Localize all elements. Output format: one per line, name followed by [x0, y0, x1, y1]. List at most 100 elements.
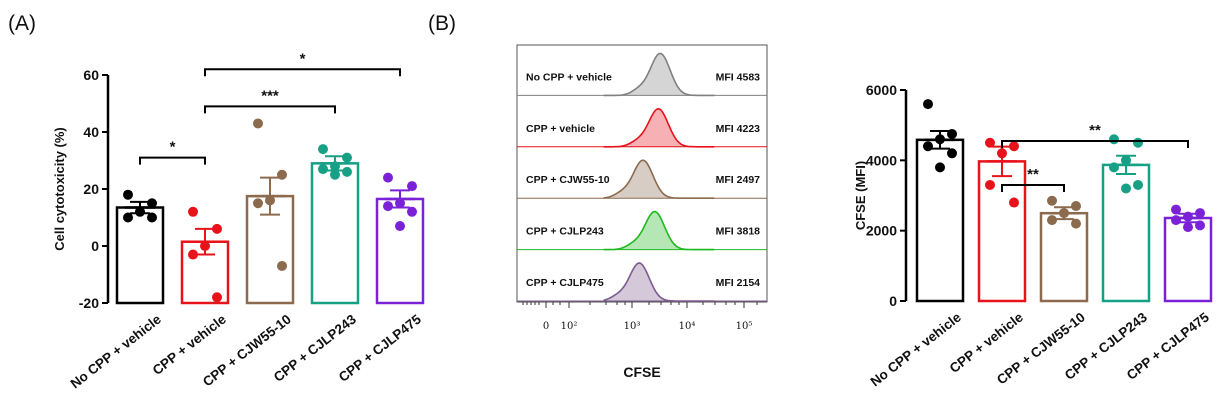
- data-point: [407, 181, 417, 192]
- cfse-histogram: No CPP + vehicle MFI 4583 CPP + vehicle MFI…: [516, 44, 768, 380]
- significance-label: *: [300, 50, 306, 67]
- data-point: [947, 128, 957, 139]
- category-label: No CPP + vehicle: [68, 311, 165, 391]
- data-point: [1183, 211, 1193, 222]
- data-point: [330, 169, 340, 180]
- data-point: [1009, 141, 1019, 152]
- y-tick-label: 0: [889, 293, 897, 309]
- data-point: [123, 212, 133, 223]
- data-point: [147, 198, 157, 209]
- significance-label: **: [1089, 122, 1101, 139]
- x-tick-label: 0: [543, 321, 549, 332]
- x-tick-label: 10²: [561, 321, 578, 332]
- data-point: [1047, 195, 1057, 206]
- data-point: [212, 223, 222, 234]
- track-mfi: MFI 4583: [716, 71, 761, 83]
- y-tick-label: 4000: [866, 152, 897, 168]
- data-point: [1121, 155, 1131, 166]
- bar: [115, 206, 165, 305]
- data-point: [935, 134, 945, 145]
- bar: [310, 162, 360, 305]
- significance-label: **: [1027, 166, 1039, 183]
- y-axis-title: CFSE (MFI): [853, 161, 868, 230]
- data-point: [935, 162, 945, 173]
- data-point: [330, 161, 340, 172]
- data-point: [277, 260, 287, 271]
- y-axis-title: Cell cytotoxicity (%): [52, 127, 67, 251]
- track-mfi: MFI 2497: [716, 174, 761, 186]
- significance-bracket: [204, 105, 336, 114]
- y-tick-label: -20: [79, 295, 99, 311]
- significance-label: *: [170, 139, 176, 156]
- data-point: [1133, 137, 1143, 148]
- track-mfi: MFI 4223: [716, 123, 761, 135]
- panel-label-a: (A): [8, 12, 36, 35]
- data-point: [123, 189, 133, 200]
- data-point: [1195, 220, 1205, 231]
- data-point: [383, 201, 393, 212]
- x-tick-label: 10⁵: [736, 321, 753, 332]
- plot-frame: [516, 44, 768, 303]
- data-point: [985, 137, 995, 148]
- data-point: [318, 144, 328, 155]
- data-point: [1047, 215, 1057, 226]
- data-point: [318, 164, 328, 175]
- data-point: [947, 148, 957, 159]
- data-point: [135, 206, 145, 217]
- data-point: [1071, 218, 1081, 229]
- data-point: [1071, 201, 1081, 212]
- y-tick-label: 2000: [866, 223, 897, 239]
- data-point: [147, 212, 157, 223]
- significance-bracket: [1001, 139, 1189, 148]
- histogram-fill: [603, 263, 715, 301]
- data-point: [188, 206, 198, 217]
- data-point: [1183, 222, 1193, 233]
- data-point: [923, 141, 933, 152]
- significance-bracket: [1001, 183, 1065, 192]
- data-point: [277, 169, 287, 180]
- data-point: [1171, 215, 1181, 226]
- significance-bracket: [204, 68, 401, 77]
- data-point: [342, 166, 352, 177]
- data-point: [188, 249, 198, 260]
- data-point: [1195, 208, 1205, 219]
- data-point: [395, 221, 405, 232]
- data-point: [1109, 162, 1119, 173]
- data-point: [407, 206, 417, 217]
- track-label: No CPP + vehicle: [526, 71, 612, 83]
- data-point: [997, 148, 1007, 159]
- panel-label-b: (B): [428, 12, 456, 35]
- x-tick-label: 10³: [624, 321, 641, 332]
- track-label: CPP + vehicle: [526, 123, 595, 135]
- data-point: [923, 99, 933, 110]
- data-point: [1009, 197, 1019, 208]
- track-mfi: MFI 3818: [716, 226, 761, 238]
- y-tick-label: 40: [83, 124, 99, 140]
- data-point: [253, 198, 263, 209]
- category-label: No CPP + vehicle: [868, 309, 965, 389]
- cytotoxicity-chart: -20 0 20 40 60 Cell cytotoxicity (%) No CPP + …: [52, 50, 425, 391]
- data-point: [1121, 183, 1131, 194]
- data-point: [200, 241, 210, 251]
- y-tick-label: 0: [91, 238, 99, 254]
- track-label: CPP + CJLP475: [526, 277, 604, 289]
- track-label: CPP + CJLP243: [526, 226, 604, 238]
- track-label: CPP + CJW55-10: [526, 174, 610, 186]
- data-point: [1109, 134, 1119, 145]
- data-point: [1059, 208, 1069, 219]
- histogram-fill: [603, 108, 715, 147]
- y-tick-label: 20: [83, 181, 99, 197]
- significance-label: ***: [261, 87, 279, 104]
- data-point: [342, 152, 352, 163]
- histogram-fill: [603, 160, 715, 199]
- data-point: [395, 198, 405, 209]
- track-mfi: MFI 2154: [716, 277, 761, 289]
- x-tick-label: 10⁴: [679, 321, 696, 332]
- significance-bracket: [139, 156, 206, 165]
- x-axis-title: CFSE: [623, 364, 660, 380]
- histogram-fill: [603, 53, 715, 96]
- data-point: [1171, 204, 1181, 215]
- data-point: [253, 118, 263, 129]
